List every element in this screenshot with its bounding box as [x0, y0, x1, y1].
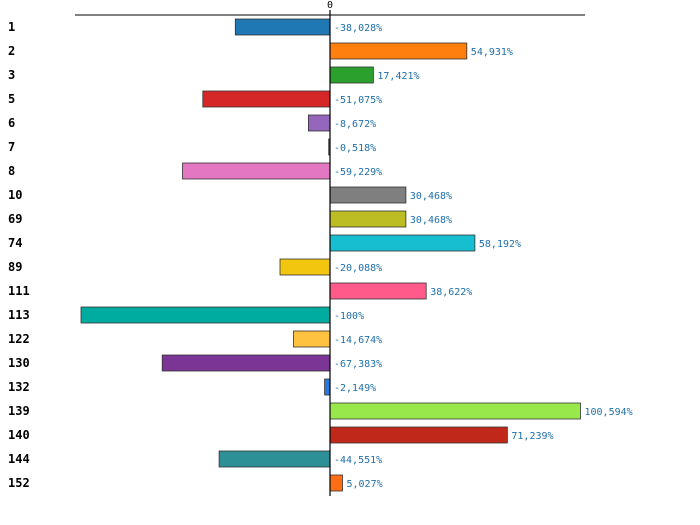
value-label-113: -100%: [334, 311, 364, 322]
bar-2: [329, 42, 468, 60]
value-label-132: -2,149%: [334, 383, 376, 394]
value-label-69: 30,468%: [410, 215, 452, 226]
bar-122: [293, 330, 331, 348]
category-label-74: 74: [8, 236, 22, 250]
value-label-74: 58,192%: [479, 239, 521, 250]
bar-144: [218, 450, 331, 468]
bar-10: [329, 186, 407, 204]
value-label-130: -67,383%: [334, 359, 382, 370]
value-label-122: -14,674%: [334, 335, 382, 346]
category-label-10: 10: [8, 188, 22, 202]
zero-tick-label: 0: [327, 0, 333, 11]
bar-69: [329, 210, 407, 228]
value-label-5: -51,075%: [334, 95, 382, 106]
category-label-7: 7: [8, 140, 15, 154]
category-label-5: 5: [8, 92, 15, 106]
value-label-1: -38,028%: [334, 23, 382, 34]
bar-130: [161, 354, 331, 372]
bar-74: [329, 234, 476, 252]
category-label-122: 122: [8, 332, 30, 346]
value-label-7: -0,518%: [334, 143, 376, 154]
category-label-1: 1: [8, 20, 15, 34]
bar-8: [182, 162, 331, 180]
category-label-2: 2: [8, 44, 15, 58]
value-label-139: 100,594%: [585, 407, 633, 418]
value-label-152: 5,027%: [347, 479, 383, 490]
category-label-69: 69: [8, 212, 22, 226]
bar-1: [234, 18, 331, 36]
bar-5: [202, 90, 331, 108]
bar-139: [329, 402, 581, 420]
bar-6: [307, 114, 331, 132]
bar-140: [329, 426, 508, 444]
bar-113: [80, 306, 331, 324]
category-label-113: 113: [8, 308, 30, 322]
bar-111: [329, 282, 427, 300]
category-label-152: 152: [8, 476, 30, 490]
category-label-3: 3: [8, 68, 15, 82]
bar-132: [324, 378, 331, 396]
value-label-140: 71,239%: [511, 431, 553, 442]
value-label-144: -44,551%: [334, 455, 382, 466]
category-label-139: 139: [8, 404, 30, 418]
value-label-3: 17,421%: [377, 71, 419, 82]
category-label-130: 130: [8, 356, 30, 370]
bars-group: 1 -38,028% 2 54,931% 3 17,421% 5 -51,075% 6 -8,67…: [8, 18, 633, 492]
category-label-132: 132: [8, 380, 30, 394]
category-label-111: 111: [8, 284, 30, 298]
bar-3: [329, 66, 374, 84]
category-label-8: 8: [8, 164, 15, 178]
value-label-2: 54,931%: [471, 47, 513, 58]
value-label-111: 38,622%: [430, 287, 472, 298]
value-label-8: -59,229%: [334, 167, 382, 178]
bar-89: [279, 258, 331, 276]
value-label-89: -20,088%: [334, 263, 382, 274]
value-label-6: -8,672%: [334, 119, 376, 130]
bar-152: [329, 474, 343, 492]
category-label-140: 140: [8, 428, 30, 442]
value-label-10: 30,468%: [410, 191, 452, 202]
category-label-89: 89: [8, 260, 22, 274]
category-label-144: 144: [8, 452, 30, 466]
category-label-6: 6: [8, 116, 15, 130]
